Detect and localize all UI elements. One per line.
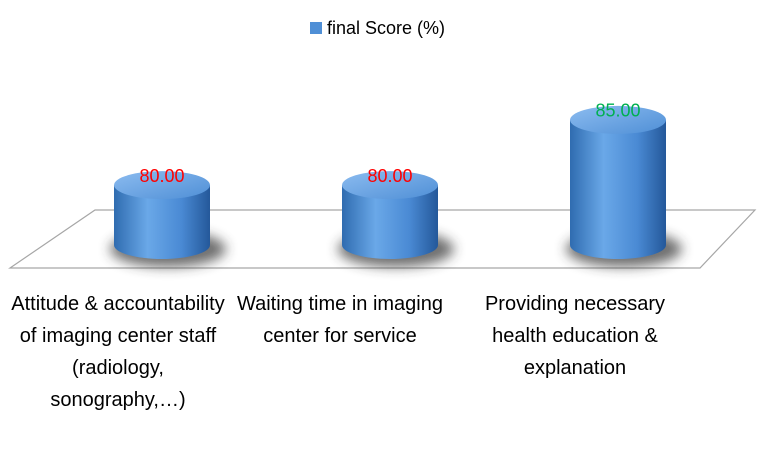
bar-top — [114, 171, 210, 200]
bar — [342, 185, 438, 259]
bar — [570, 119, 666, 259]
bar — [114, 185, 210, 259]
x-tick-label-line: Attitude & accountability — [11, 293, 224, 315]
bar-top — [342, 171, 438, 200]
x-tick-label: Providing necessary health education & exp… — [485, 293, 665, 379]
bar-top — [570, 105, 666, 134]
x-tick-label-line: sonography,…) — [50, 389, 185, 411]
x-tick-label-line: (radiology, — [72, 357, 164, 379]
x-tick-label: Waiting time in imaging center for servic… — [237, 293, 443, 347]
data-label: 80.00 — [139, 166, 184, 186]
x-tick-label: Attitude & accountability of imaging cent… — [11, 293, 224, 411]
data-label: 85.00 — [595, 101, 640, 121]
legend-label: final Score (%) — [327, 18, 445, 38]
x-tick-label-line: explanation — [524, 357, 626, 379]
x-tick-label-line: Waiting time in imaging — [237, 293, 443, 315]
x-tick-label-line: of imaging center staff — [20, 325, 217, 347]
floor — [8, 209, 757, 269]
x-tick-label-line: center for service — [263, 325, 416, 347]
data-label: 80.00 — [367, 166, 412, 186]
legend-swatch — [310, 22, 322, 34]
x-tick-label-line: health education & — [492, 325, 658, 347]
x-tick-label-line: Providing necessary — [485, 293, 665, 315]
